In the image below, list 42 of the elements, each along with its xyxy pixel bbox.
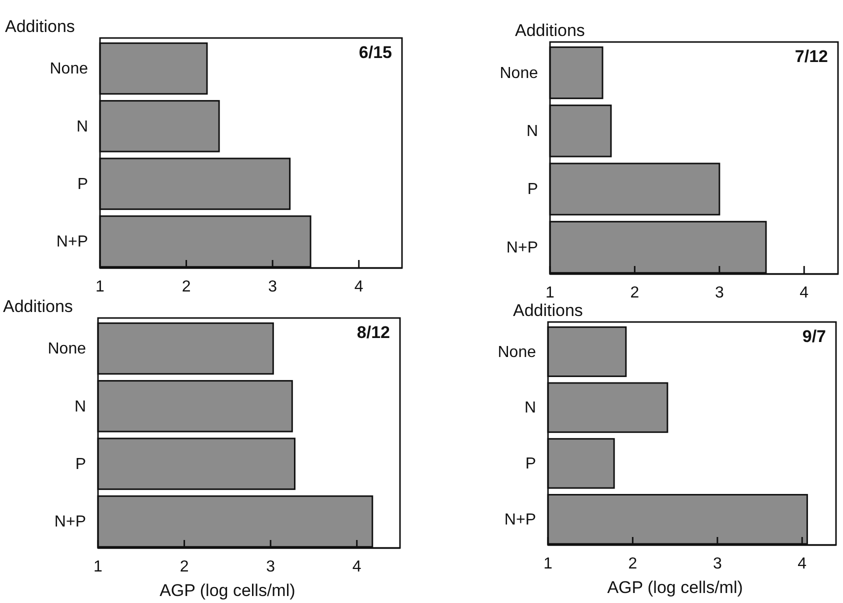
x-tick-label: 1 [96, 278, 105, 296]
y-tick-label: None [48, 340, 86, 358]
x-tick-label: 2 [180, 558, 189, 576]
y-tick-label: None [498, 344, 536, 361]
y-axis-title: Additions [3, 297, 73, 316]
chart-title: 9/7 [802, 327, 826, 346]
y-axis-title: Additions [513, 301, 583, 320]
x-tick-label: 3 [714, 284, 724, 302]
x-tick-label: 1 [94, 558, 103, 576]
x-tick-label: 3 [268, 278, 278, 296]
y-tick-label: N+P [504, 511, 536, 528]
y-tick-label: N [74, 398, 86, 416]
y-tick-label: P [77, 176, 88, 193]
y-tick-label: None [500, 64, 538, 82]
x-tick-label: 1 [544, 555, 553, 572]
y-tick-label: N [524, 400, 536, 417]
y-tick-label: N+P [506, 239, 538, 256]
y-tick-label: P [527, 181, 538, 198]
x-axis-title: AGP (log cells/ml) [607, 578, 743, 597]
x-tick-label: 3 [712, 555, 722, 572]
y-tick-label: N [526, 123, 538, 140]
chart-title: 8/12 [356, 323, 390, 342]
y-tick-label: N+P [56, 234, 88, 251]
x-tick-label: 2 [182, 278, 191, 296]
x-tick-label: 2 [628, 555, 638, 572]
x-tick-label: 4 [800, 284, 809, 302]
x-tick-label: 4 [352, 558, 362, 576]
y-axis-title: Additions [515, 21, 585, 40]
x-tick-label: 2 [630, 284, 640, 302]
x-tick-label: 3 [266, 558, 276, 576]
x-axis-title: AGP (log cells/ml) [160, 581, 296, 600]
y-tick-label: N [76, 118, 88, 136]
y-tick-label: None [50, 60, 88, 78]
chart-title: 6/15 [358, 43, 392, 62]
x-tick-label: 1 [546, 284, 555, 302]
y-tick-label: N+P [54, 514, 86, 531]
x-tick-label: 4 [798, 555, 807, 572]
y-tick-label: P [525, 456, 536, 473]
x-tick-label: 4 [354, 278, 364, 296]
y-axis-title: Additions [5, 17, 75, 36]
y-tick-label: P [75, 456, 86, 473]
chart-title: 7/12 [794, 47, 828, 66]
